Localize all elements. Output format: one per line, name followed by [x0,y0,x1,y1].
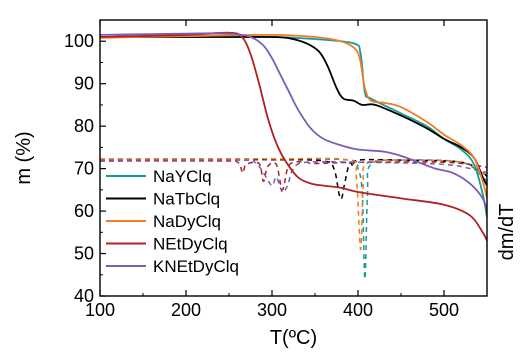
tg-line-natbclq [100,35,487,187]
legend-label-netdyclq: NEtDyClq [153,235,228,254]
x-axis-title: T(ºC) [270,327,317,349]
tick-marks: 100 200 300 400 500 40 50 60 70 80 90 100 [64,19,488,320]
tg-curves [100,31,487,242]
plot-frame [99,19,488,297]
legend-label-nayclq: NaYClq [153,167,212,186]
legend-label-nadyclq: NaDyClq [153,212,221,231]
dtg-line-knetdyclq [100,159,487,193]
y-tick-label: 50 [74,244,94,264]
y-axis-title: m (%) [13,131,35,184]
x-tick-label: 100 [85,300,115,320]
y-tick-label: 70 [74,159,94,179]
y-tick-label: 90 [74,74,94,94]
dtg-line-nadyclq [100,157,487,251]
tg-line-nadyclq [100,33,487,199]
legend-label-natbclq: NaTbClq [153,190,220,209]
y-tick-label: 60 [74,201,94,221]
legend: NaYClq NaTbClq NaDyClq NEtDyClq KNEtDyClq [106,167,239,276]
y-tick-label: 80 [74,116,94,136]
tg-line-netdyclq [100,31,487,242]
y-tick-label: 100 [64,31,94,51]
y2-axis-title: dm/dT [496,204,518,261]
x-tick-label: 400 [343,300,373,320]
x-tick-label: 300 [257,300,287,320]
y-tick-label: 40 [74,286,94,306]
tg-line-knetdyclq [100,32,487,212]
x-tick-label: 500 [429,300,459,320]
legend-label-knetdyclq: KNEtDyClq [153,257,239,276]
axis-labels: T(ºC) m (%) dm/dT [13,131,518,349]
dtg-curves [100,157,487,280]
x-tick-label: 200 [171,300,201,320]
